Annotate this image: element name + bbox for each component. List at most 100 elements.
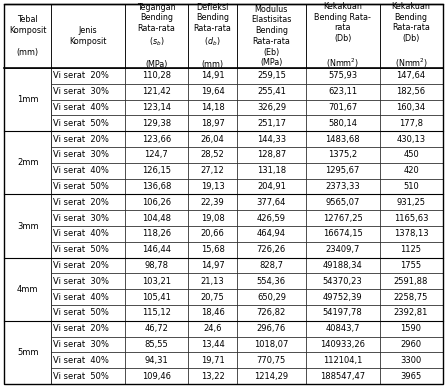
Bar <box>51 226 125 242</box>
Text: 12767,25: 12767,25 <box>323 214 363 223</box>
Bar <box>237 194 306 210</box>
Text: Vi serat  30%: Vi serat 30% <box>53 277 109 286</box>
Text: 49752,39: 49752,39 <box>323 293 363 301</box>
Text: 123,14: 123,14 <box>142 103 171 112</box>
Text: 1214,29: 1214,29 <box>254 372 288 381</box>
Bar <box>306 147 380 163</box>
Text: 2392,81: 2392,81 <box>394 308 428 317</box>
Text: 2mm: 2mm <box>17 158 38 167</box>
Text: 54370,23: 54370,23 <box>323 277 363 286</box>
Text: Vi serat  30%: Vi serat 30% <box>53 340 109 349</box>
Text: 22,39: 22,39 <box>201 198 224 207</box>
Bar <box>125 194 188 210</box>
Bar <box>237 226 306 242</box>
Bar <box>306 274 380 289</box>
Bar <box>306 178 380 194</box>
Bar <box>306 368 380 384</box>
Bar <box>237 84 306 100</box>
Text: 85,55: 85,55 <box>144 340 169 349</box>
Text: 104,48: 104,48 <box>142 214 171 223</box>
Text: 770,75: 770,75 <box>257 356 286 365</box>
Text: Vi serat  30%: Vi serat 30% <box>53 87 109 96</box>
Text: 182,56: 182,56 <box>396 87 426 96</box>
Text: Vi serat  30%: Vi serat 30% <box>53 214 109 223</box>
Bar <box>306 131 380 147</box>
Text: 580,14: 580,14 <box>328 119 357 128</box>
Text: 255,41: 255,41 <box>257 87 286 96</box>
Bar <box>188 84 237 100</box>
Bar <box>306 258 380 274</box>
Text: 326,29: 326,29 <box>257 103 286 112</box>
Text: Vi serat  40%: Vi serat 40% <box>53 356 109 365</box>
Bar <box>380 337 443 352</box>
Bar <box>237 115 306 131</box>
Bar <box>380 226 443 242</box>
Text: Vi serat  20%: Vi serat 20% <box>53 135 109 144</box>
Bar <box>125 258 188 274</box>
Bar <box>51 289 125 305</box>
Bar <box>125 305 188 321</box>
Bar <box>380 242 443 258</box>
Text: 128,87: 128,87 <box>257 151 286 159</box>
Bar <box>188 258 237 274</box>
Text: 1375,2: 1375,2 <box>328 151 357 159</box>
Bar <box>237 4 306 68</box>
Bar <box>125 147 188 163</box>
Text: 1483,68: 1483,68 <box>325 135 360 144</box>
Bar <box>380 131 443 147</box>
Text: 377,64: 377,64 <box>257 198 286 207</box>
Bar <box>237 368 306 384</box>
Text: Vi serat  20%: Vi serat 20% <box>53 71 109 80</box>
Text: 204,91: 204,91 <box>257 182 286 191</box>
Text: Vi serat  20%: Vi serat 20% <box>53 261 109 270</box>
Bar <box>125 163 188 178</box>
Bar <box>4 258 51 321</box>
Text: 20,66: 20,66 <box>201 229 224 238</box>
Bar <box>306 305 380 321</box>
Bar <box>237 147 306 163</box>
Bar <box>188 147 237 163</box>
Bar <box>380 210 443 226</box>
Bar <box>306 352 380 368</box>
Bar <box>125 352 188 368</box>
Text: 931,25: 931,25 <box>396 198 426 207</box>
Bar <box>51 210 125 226</box>
Text: 14,91: 14,91 <box>201 71 224 80</box>
Bar <box>306 4 380 68</box>
Text: 49188,34: 49188,34 <box>323 261 363 270</box>
Bar <box>237 178 306 194</box>
Bar <box>380 321 443 337</box>
Bar <box>306 68 380 84</box>
Text: 1590: 1590 <box>401 324 422 333</box>
Bar <box>51 4 125 68</box>
Bar <box>125 242 188 258</box>
Text: 450: 450 <box>403 151 419 159</box>
Text: Tebal
Komposit

(mm): Tebal Komposit (mm) <box>9 15 46 57</box>
Text: Kekakuan
Bending
Rata-rata
(Db)

(Nmm$^2$): Kekakuan Bending Rata-rata (Db) (Nmm$^2$… <box>392 2 430 70</box>
Bar <box>380 258 443 274</box>
Text: 1165,63: 1165,63 <box>394 214 428 223</box>
Bar <box>188 352 237 368</box>
Bar <box>188 305 237 321</box>
Bar <box>4 368 51 384</box>
Text: 420: 420 <box>403 166 419 175</box>
Text: 106,26: 106,26 <box>142 198 171 207</box>
Text: 27,12: 27,12 <box>201 166 224 175</box>
Text: 15,68: 15,68 <box>201 245 224 254</box>
Text: 1125: 1125 <box>401 245 422 254</box>
Bar <box>51 131 125 147</box>
Bar <box>188 368 237 384</box>
Bar <box>380 68 443 84</box>
Bar <box>237 274 306 289</box>
Text: 1018,07: 1018,07 <box>254 340 289 349</box>
Text: 20,75: 20,75 <box>201 293 224 301</box>
Text: 115,12: 115,12 <box>142 308 171 317</box>
Text: Vi serat  50%: Vi serat 50% <box>53 182 109 191</box>
Text: 177,8: 177,8 <box>399 119 423 128</box>
Text: 146,44: 146,44 <box>142 245 171 254</box>
Text: 19,71: 19,71 <box>201 356 224 365</box>
Text: 296,76: 296,76 <box>257 324 286 333</box>
Bar <box>188 194 237 210</box>
Text: 650,29: 650,29 <box>257 293 286 301</box>
Text: 828,7: 828,7 <box>259 261 283 270</box>
